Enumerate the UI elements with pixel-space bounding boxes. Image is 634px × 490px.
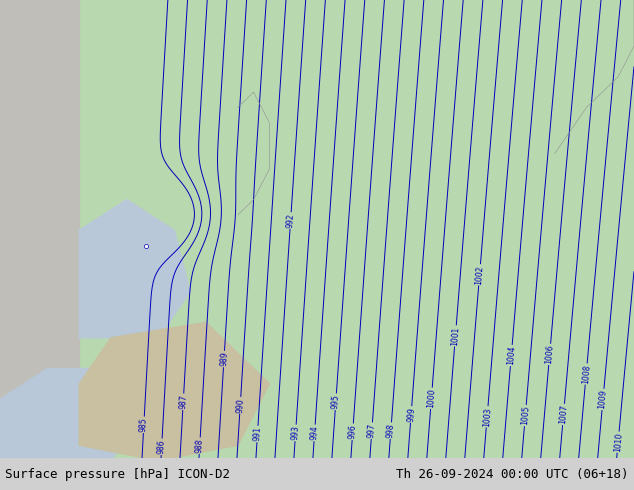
Text: Surface pressure [hPa] ICON-D2: Surface pressure [hPa] ICON-D2 (5, 468, 230, 481)
Text: 999: 999 (406, 407, 416, 422)
Text: 987: 987 (178, 394, 188, 409)
Text: 993: 993 (290, 425, 301, 441)
Text: 1004: 1004 (506, 345, 517, 366)
Text: 1000: 1000 (426, 388, 437, 408)
Text: 1007: 1007 (558, 404, 569, 424)
Text: 990: 990 (235, 397, 245, 413)
Polygon shape (0, 368, 143, 461)
Text: 986: 986 (157, 439, 167, 454)
Text: 985: 985 (139, 417, 149, 432)
Text: 988: 988 (195, 438, 205, 453)
Text: Th 26-09-2024 00:00 UTC (06+18): Th 26-09-2024 00:00 UTC (06+18) (396, 468, 629, 481)
Text: 994: 994 (309, 425, 320, 441)
Text: 1003: 1003 (482, 407, 493, 427)
Text: 1006: 1006 (545, 344, 555, 365)
Text: 1002: 1002 (474, 265, 485, 285)
Text: 996: 996 (347, 424, 358, 440)
Text: 1008: 1008 (581, 364, 592, 384)
Text: 1009: 1009 (598, 390, 609, 410)
Text: 995: 995 (331, 394, 341, 409)
Text: 998: 998 (386, 423, 396, 438)
Text: 1001: 1001 (450, 326, 461, 346)
Text: 1010: 1010 (613, 432, 623, 452)
Text: 992: 992 (286, 213, 295, 228)
Text: 989: 989 (219, 351, 229, 367)
Bar (0, 0, 79, 461)
Text: 997: 997 (367, 423, 377, 438)
Polygon shape (79, 322, 269, 461)
Text: 1005: 1005 (520, 406, 531, 426)
Polygon shape (79, 199, 190, 338)
Text: 991: 991 (252, 426, 262, 441)
